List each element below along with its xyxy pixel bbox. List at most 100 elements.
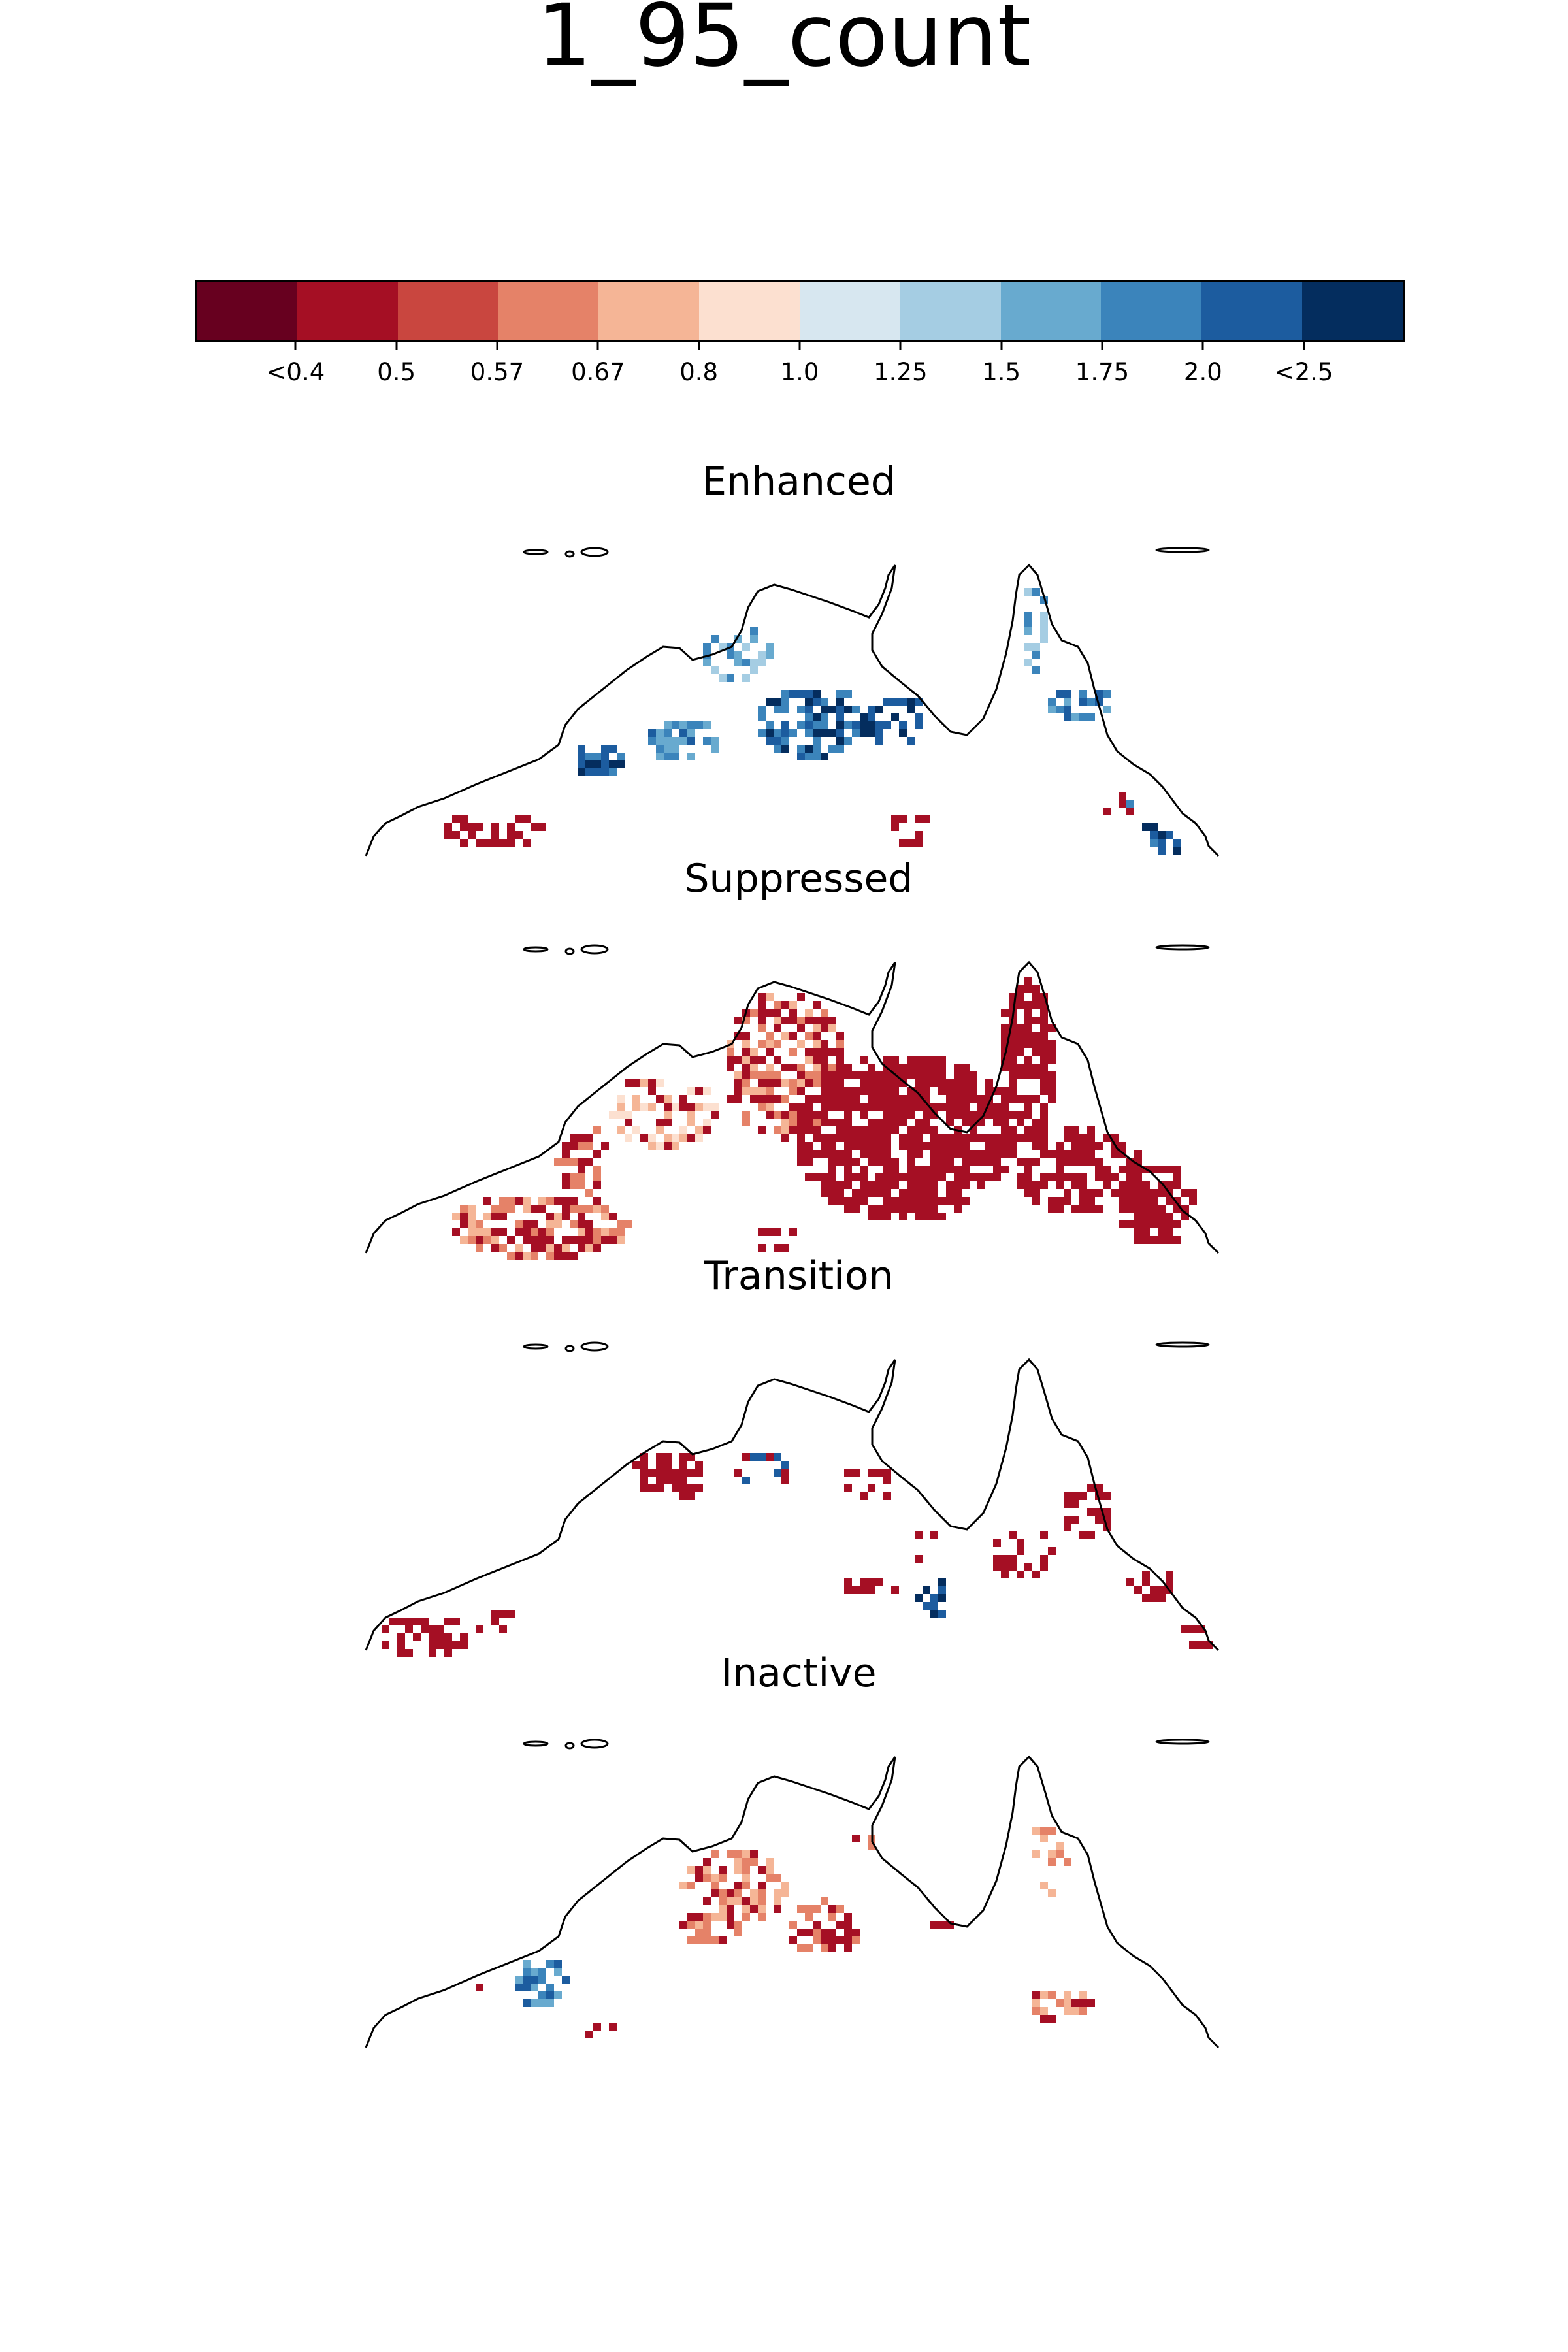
grid-cell xyxy=(1071,1158,1079,1166)
grid-cell xyxy=(860,1056,868,1064)
grid-cell xyxy=(813,1119,821,1126)
grid-cell xyxy=(593,753,601,760)
grid-cell xyxy=(679,729,687,737)
grid-cell xyxy=(985,1150,993,1158)
grid-cell xyxy=(1040,1181,1048,1189)
grid-cell xyxy=(507,1205,515,1213)
grid-cell xyxy=(1079,2007,1087,2015)
grid-cell xyxy=(875,1071,883,1079)
grid-cell xyxy=(860,1103,868,1111)
grid-cell xyxy=(1040,1024,1048,1032)
grid-cell xyxy=(821,1189,828,1197)
grid-cell xyxy=(1017,1001,1024,1009)
grid-cell xyxy=(923,1197,930,1205)
grid-cell xyxy=(734,659,742,666)
grid-cell xyxy=(797,1040,805,1048)
grid-cell xyxy=(954,1181,962,1189)
grid-cell xyxy=(711,745,719,753)
grid-cell xyxy=(821,1064,828,1071)
grid-cell xyxy=(695,1469,703,1477)
grid-cell xyxy=(585,1189,593,1197)
grid-cell xyxy=(1048,1858,1056,1866)
grid-cell xyxy=(1024,1009,1032,1017)
grid-cell xyxy=(883,1469,891,1477)
grid-cell xyxy=(578,1228,585,1236)
grid-cell xyxy=(1032,1999,1040,2007)
grid-cell xyxy=(1048,1040,1056,1048)
grid-cell xyxy=(554,1220,562,1228)
grid-cell xyxy=(1173,1166,1181,1173)
grid-cell xyxy=(750,1453,758,1461)
grid-cell xyxy=(781,706,789,713)
island xyxy=(523,549,549,555)
grid-cell xyxy=(938,1594,946,1602)
grid-cell xyxy=(836,1048,844,1056)
grid-cell xyxy=(836,706,844,713)
grid-cell xyxy=(1040,612,1048,619)
grid-cell xyxy=(679,1126,687,1134)
grid-cell xyxy=(821,1142,828,1150)
grid-cell xyxy=(828,1071,836,1079)
grid-cell xyxy=(742,1850,750,1858)
grid-cell xyxy=(915,713,923,721)
grid-cell xyxy=(742,1874,750,1882)
grid-cell xyxy=(766,1103,774,1111)
grid-cell xyxy=(1166,1220,1173,1228)
grid-cell xyxy=(828,1936,836,1944)
grid-cell xyxy=(585,753,593,760)
grid-cell xyxy=(491,1228,499,1236)
grid-cell xyxy=(703,1119,711,1126)
grid-cell xyxy=(766,721,774,729)
grid-cell xyxy=(836,1087,844,1095)
grid-cell xyxy=(805,1032,813,1040)
grid-cell xyxy=(954,1079,962,1087)
grid-cell xyxy=(546,1236,554,1244)
grid-cell xyxy=(531,1968,538,1976)
grid-cell xyxy=(1032,1189,1040,1197)
grid-cell xyxy=(805,1150,813,1158)
grid-cell xyxy=(570,1236,578,1244)
grid-cell xyxy=(758,1024,766,1032)
grid-cell xyxy=(860,1142,868,1150)
grid-cell xyxy=(476,1244,483,1252)
grid-cell xyxy=(1150,1220,1158,1228)
grid-cell xyxy=(515,1220,523,1228)
grid-cell xyxy=(899,815,907,823)
grid-cell xyxy=(1079,1158,1087,1166)
grid-cell xyxy=(758,1056,766,1064)
grid-cell xyxy=(672,721,679,729)
grid-cell xyxy=(593,1244,601,1252)
island xyxy=(1155,547,1210,553)
grid-cell xyxy=(1150,1213,1158,1220)
grid-cell xyxy=(805,745,813,753)
grid-cell xyxy=(938,1197,946,1205)
grid-cell xyxy=(609,1228,617,1236)
grid-cell xyxy=(1032,1032,1040,1040)
colorbar-tick-label: 0.8 xyxy=(679,358,719,386)
grid-cell xyxy=(1064,1516,1071,1524)
grid-cell xyxy=(1095,1173,1103,1181)
grid-cell xyxy=(1079,1197,1087,1205)
grid-cell xyxy=(1056,1999,1064,2007)
grid-cell xyxy=(828,1929,836,1936)
grid-cell xyxy=(1103,1492,1111,1500)
grid-cell xyxy=(1150,1166,1158,1173)
grid-cell xyxy=(915,1197,923,1205)
grid-cell xyxy=(977,1103,985,1111)
grid-cell xyxy=(585,1228,593,1236)
grid-cell xyxy=(750,1889,758,1897)
panel-title-enhanced: Enhanced xyxy=(702,459,896,504)
grid-cell xyxy=(1079,1173,1087,1181)
grid-cell xyxy=(875,1213,883,1220)
grid-cell xyxy=(1056,1150,1064,1158)
grid-cell xyxy=(601,1142,609,1150)
grid-cell xyxy=(852,729,860,737)
grid-cell xyxy=(523,1205,531,1213)
grid-cell xyxy=(962,1150,970,1158)
grid-cell xyxy=(1040,1991,1048,1999)
grid-cell xyxy=(1056,1197,1064,1205)
colorbar-tick-label: 0.57 xyxy=(470,358,525,386)
grid-cell xyxy=(828,1913,836,1921)
grid-cell xyxy=(452,815,460,823)
grid-cell xyxy=(609,768,617,776)
